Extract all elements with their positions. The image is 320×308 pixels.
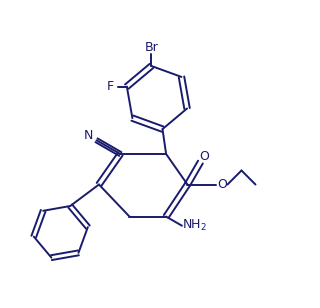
Text: O: O — [199, 150, 209, 163]
Text: O: O — [217, 178, 227, 191]
Text: Br: Br — [145, 41, 158, 54]
Text: NH$_2$: NH$_2$ — [182, 218, 207, 233]
Text: F: F — [107, 80, 114, 93]
Text: N: N — [84, 129, 93, 142]
